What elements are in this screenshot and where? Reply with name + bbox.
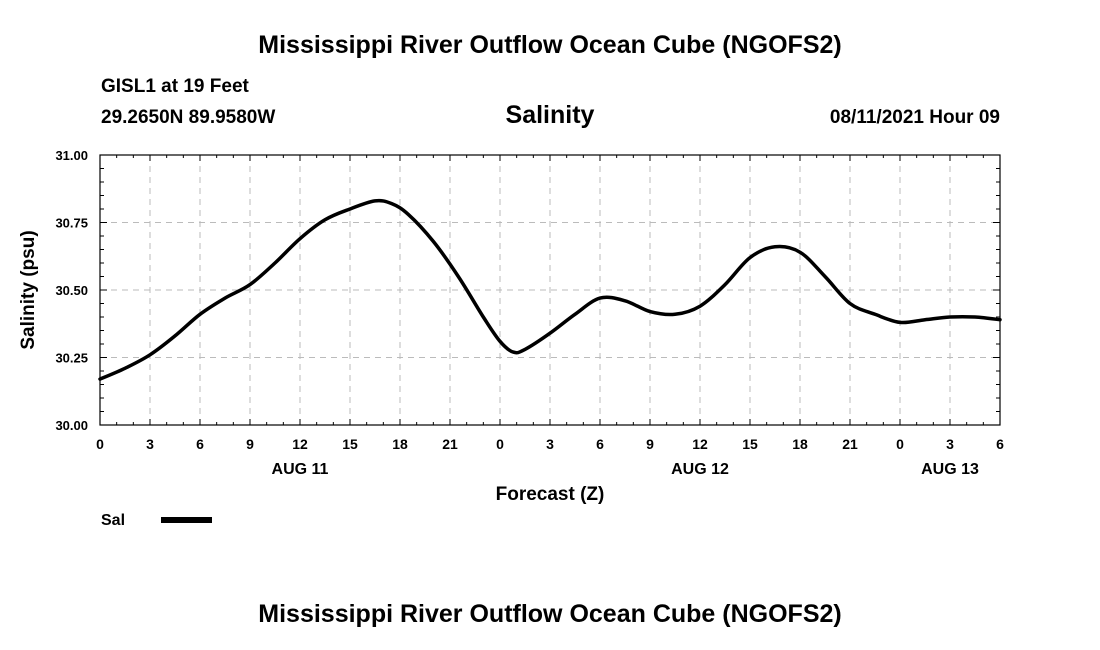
series-line-sal: [98, 198, 1002, 381]
x-tick-label: 3: [146, 436, 154, 452]
series-layer: [98, 198, 1002, 381]
data-point: [923, 318, 926, 321]
y-tick-label: 30.75: [55, 216, 88, 231]
chart-title: Salinity: [505, 101, 595, 129]
x-tick-label: 18: [792, 436, 808, 452]
x-tick-label: 6: [596, 436, 604, 452]
x-tick-label: 21: [842, 436, 858, 452]
data-point: [223, 297, 226, 300]
data-point: [723, 283, 726, 286]
data-point: [407, 213, 410, 216]
x-tick-label: 18: [392, 436, 408, 452]
date-label: AUG 11: [272, 461, 329, 478]
data-point: [523, 348, 526, 351]
x-tick-label: 0: [96, 436, 104, 452]
data-point: [548, 332, 551, 335]
legend-label: Sal: [101, 512, 125, 529]
x-tick-label: 0: [896, 436, 904, 452]
data-point: [898, 321, 901, 324]
data-point: [173, 334, 176, 337]
x-tick-label: 9: [646, 436, 654, 452]
station-coordinates: 29.2650N 89.9580W: [101, 107, 276, 128]
page-title: Mississippi River Outflow Ocean Cube (NG…: [258, 31, 842, 59]
data-point: [973, 315, 976, 318]
x-tick-label: 15: [342, 436, 358, 452]
data-point: [98, 378, 101, 381]
data-point: [432, 240, 435, 243]
data-point: [598, 297, 601, 300]
x-tick-label: 0: [496, 436, 504, 452]
y-axis-title: Salinity (psu): [18, 230, 39, 349]
data-point: [148, 353, 151, 356]
x-tick-label: 6: [996, 436, 1004, 452]
x-tick-label: 9: [246, 436, 254, 452]
y-tick-label: 30.50: [55, 283, 88, 298]
data-point: [198, 313, 201, 316]
data-point: [298, 237, 301, 240]
data-point: [673, 313, 676, 316]
date-labels: AUG 11 AUG 12 AUG 13: [272, 461, 979, 478]
data-point: [348, 207, 351, 210]
x-tick-label: 12: [692, 436, 708, 452]
x-tick-label: 12: [292, 436, 308, 452]
x-axis-title: Forecast (Z): [496, 484, 605, 505]
station-label: GISL1 at 19 Feet: [101, 76, 249, 97]
data-point: [823, 275, 826, 278]
data-point: [512, 351, 515, 354]
date-label: AUG 13: [921, 461, 979, 478]
data-point: [273, 261, 276, 264]
data-point: [457, 275, 460, 278]
x-axis-labels: 0 3 6 9 12 15 18 21 0 3 6 9 12 15 18 21 0 3 6: [96, 436, 1004, 452]
data-point: [123, 367, 126, 370]
data-point: [848, 302, 851, 305]
data-point: [623, 299, 626, 302]
data-point: [773, 245, 776, 248]
date-label: AUG 12: [671, 461, 729, 478]
data-point: [748, 256, 751, 259]
data-point: [373, 199, 376, 202]
y-tick-label: 31.00: [55, 148, 88, 163]
plot-frame: [99, 154, 1001, 426]
data-point: [482, 315, 485, 318]
data-point: [248, 283, 251, 286]
data-point: [390, 202, 393, 205]
data-point: [498, 340, 501, 343]
data-point: [323, 218, 326, 221]
data-point: [698, 305, 701, 308]
footer-title: Mississippi River Outflow Ocean Cube (NG…: [258, 600, 842, 628]
data-point: [948, 315, 951, 318]
data-point: [573, 313, 576, 316]
data-point: [998, 318, 1001, 321]
data-point: [873, 313, 876, 316]
y-tick-label: 30.00: [55, 418, 88, 433]
data-point: [798, 251, 801, 254]
x-tick-label: 21: [442, 436, 458, 452]
data-point: [648, 310, 651, 313]
legend: Sal: [101, 512, 212, 529]
x-tick-label: 3: [546, 436, 554, 452]
x-tick-label: 6: [196, 436, 204, 452]
forecast-datetime: 08/11/2021 Hour 09: [829, 107, 1000, 128]
x-tick-label: 3: [946, 436, 954, 452]
y-tick-label: 30.25: [55, 351, 88, 366]
x-tick-label: 15: [742, 436, 758, 452]
grid: [100, 155, 1000, 425]
y-axis-labels: 30.00 30.25 30.50 30.75 31.00: [55, 148, 88, 433]
